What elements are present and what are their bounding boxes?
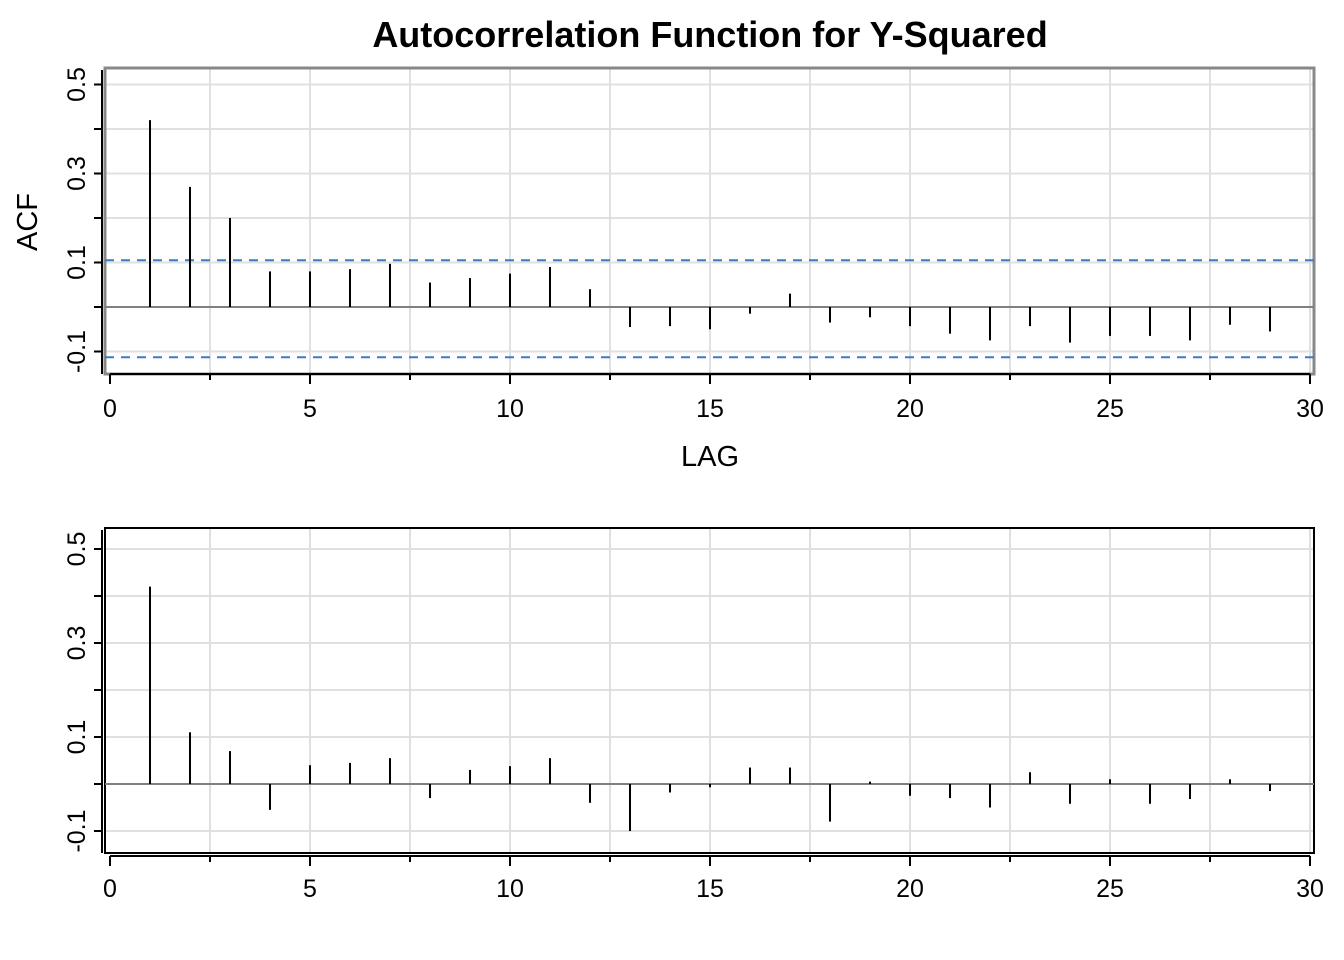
x-tick-label: 25 <box>1096 395 1124 423</box>
y-tick-label: -0.1 <box>63 809 91 852</box>
x-tick-label: 25 <box>1096 875 1124 903</box>
y-tick-label: -0.1 <box>63 330 91 373</box>
x-axis: 0 5 10 15 20 25 30 <box>103 855 1324 903</box>
y-axis: -0.1 0.1 0.3 0.5 <box>63 67 103 374</box>
y-tick-label: 0.5 <box>63 532 91 567</box>
x-tick-label: 20 <box>896 875 924 903</box>
y-axis: -0.1 0.1 0.3 0.5 <box>63 530 103 853</box>
x-tick-label: 30 <box>1296 395 1324 423</box>
y-tick-label: 0.1 <box>63 720 91 755</box>
x-tick-label: 30 <box>1296 875 1324 903</box>
x-tick-label: 0 <box>103 395 117 423</box>
x-tick-label: 0 <box>103 875 117 903</box>
x-tick-label: 5 <box>303 395 317 423</box>
stems <box>149 586 1271 831</box>
y-tick-label: 0.3 <box>63 156 91 191</box>
x-tick-label: 20 <box>896 395 924 423</box>
gridlines <box>105 528 1314 853</box>
x-tick-label: 5 <box>303 875 317 903</box>
plot-border <box>104 527 1315 854</box>
stems <box>149 120 1271 343</box>
acf-panel: 0 5 10 15 20 25 30 -0.1 0.1 0.3 0.5 LAG ACF <box>12 66 1324 473</box>
x-tick-label: 10 <box>496 875 524 903</box>
y-tick-label: 0.3 <box>63 626 91 661</box>
y-axis-title: ACF <box>12 193 44 251</box>
x-tick-label: 15 <box>696 875 724 903</box>
y-tick-label: 0.1 <box>63 245 91 280</box>
x-tick-label: 10 <box>496 395 524 423</box>
x-axis: 0 5 10 15 20 25 30 <box>103 373 1324 423</box>
y-tick-label: 0.5 <box>63 67 91 102</box>
pacf-panel: 0 5 10 15 20 25 30 -0.1 0.1 0.3 0.5 <box>63 527 1324 903</box>
x-axis-title: LAG <box>681 441 739 473</box>
x-tick-label: 15 <box>696 395 724 423</box>
chart-title: Autocorrelation Function for Y-Squared <box>372 14 1048 55</box>
